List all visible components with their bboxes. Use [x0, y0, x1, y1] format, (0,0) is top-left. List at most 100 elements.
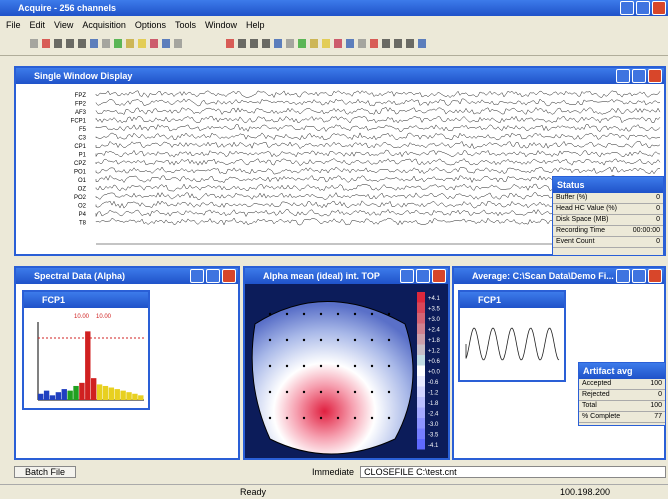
- menu-item[interactable]: View: [54, 20, 74, 30]
- row-label: Event Count: [556, 238, 595, 245]
- menu-item[interactable]: File: [6, 20, 21, 30]
- eeg-trace: [95, 149, 661, 158]
- peak-label: 10.00: [96, 314, 112, 320]
- eeg-window: Single Window Display FPZ FP2 AF3 FCP1 F5 C3 C…: [14, 66, 666, 256]
- menu-item[interactable]: Options: [134, 20, 166, 30]
- eeg-trace: [95, 98, 661, 107]
- tool-icon[interactable]: [42, 39, 50, 48]
- tool-icon[interactable]: [310, 39, 318, 48]
- spectral-title: Spectral Data (Alpha): [34, 271, 126, 281]
- scale-label: -0.6: [428, 380, 439, 386]
- tool-icon[interactable]: [54, 39, 62, 48]
- tool-icon[interactable]: [90, 39, 98, 48]
- eeg-trace: [95, 90, 661, 99]
- tool-icon[interactable]: [274, 39, 282, 48]
- eeg-trace: [95, 107, 661, 115]
- row-label: Buffer (%): [556, 194, 588, 201]
- row-label: Total: [582, 402, 597, 409]
- tool-icon[interactable]: [394, 39, 402, 48]
- channel-label: FP2: [75, 102, 87, 108]
- menu-item[interactable]: Tools: [174, 20, 196, 30]
- status-row: Event Count 0: [553, 237, 663, 248]
- tool-icon[interactable]: [322, 39, 330, 48]
- tool-icon[interactable]: [138, 39, 146, 48]
- tool-icon[interactable]: [370, 39, 378, 48]
- tool-icon[interactable]: [126, 39, 134, 48]
- close[interactable]: [652, 1, 666, 15]
- scale-swatch: [417, 334, 425, 345]
- scale-swatch: [417, 344, 425, 355]
- tool-icon[interactable]: [250, 39, 258, 48]
- tool-icon[interactable]: [298, 39, 306, 48]
- eeg-trace: [95, 140, 661, 149]
- scale-swatch: [417, 439, 425, 450]
- channel-label: P1: [79, 153, 87, 159]
- spectrum-bar: [108, 387, 115, 400]
- toolbar-icons: [30, 39, 426, 48]
- tool-icon[interactable]: [262, 39, 270, 48]
- row-label: Accepted: [582, 380, 612, 387]
- command-input[interactable]: CLOSEFILE C:\test.cnt: [360, 466, 666, 478]
- row-value: 0: [656, 205, 660, 212]
- menubar: File Edit View Acquisition Options Tools Windo…: [6, 18, 274, 32]
- scale-swatch: [417, 376, 425, 387]
- scale-label: -4.1: [428, 443, 439, 449]
- tool-icon[interactable]: [102, 39, 110, 48]
- menu-item[interactable]: Help: [245, 20, 265, 30]
- menu-item[interactable]: Window: [204, 20, 237, 30]
- tool-icon[interactable]: [286, 39, 294, 48]
- tool-icon[interactable]: [358, 39, 366, 48]
- tool-icon[interactable]: [174, 39, 182, 48]
- menu-item[interactable]: Edit: [29, 20, 46, 30]
- tool-icon[interactable]: [78, 39, 86, 48]
- tool-icon[interactable]: [114, 39, 122, 48]
- tool-icon[interactable]: [382, 39, 390, 48]
- tool-icon[interactable]: [150, 39, 158, 48]
- tool-icon[interactable]: [66, 39, 74, 48]
- electrode: [285, 312, 289, 316]
- spectrum-bar: [55, 392, 62, 400]
- spectrum-bar: [102, 385, 109, 400]
- batch-button[interactable]: Batch File: [14, 466, 77, 478]
- spectrum-bar: [138, 395, 144, 400]
- spectrum-bar: [126, 392, 132, 400]
- scale-swatch: [417, 397, 425, 408]
- electrode: [319, 312, 323, 316]
- electrode: [285, 416, 289, 420]
- row-label: Head HC Value (%): [556, 205, 617, 212]
- tool-icon[interactable]: [406, 39, 414, 48]
- electrode: [370, 312, 374, 316]
- channel-label: AF3: [75, 110, 87, 116]
- scale-label: +4.1: [428, 296, 441, 302]
- channel-label: CPZ: [74, 161, 86, 167]
- tool-icon[interactable]: [346, 39, 354, 48]
- electrode: [285, 390, 289, 394]
- topo-titlebar: Alpha mean (ideal) int. TOP: [245, 268, 448, 284]
- average-title: Average: C:\Scan Data\Demo Fi...: [472, 271, 614, 281]
- scale-swatch: [417, 313, 425, 324]
- electrode: [285, 364, 289, 368]
- status-row: Rejected 0: [579, 390, 665, 401]
- tool-icon[interactable]: [162, 39, 170, 48]
- eeg-trace: [95, 123, 661, 132]
- tool-icon[interactable]: [334, 39, 342, 48]
- spectrum-bar: [49, 395, 56, 400]
- tool-icon[interactable]: [30, 39, 38, 48]
- spectral-inner-title: FCP1: [42, 295, 66, 305]
- command-bar: Batch File Immediate CLOSEFILE C:\test.c…: [14, 464, 666, 480]
- spectral-inner: FCP1 10.00 10.00: [22, 290, 150, 410]
- electrode: [353, 338, 357, 342]
- menu-item[interactable]: Acquisition: [82, 20, 126, 30]
- spectral-titlebar: Spectral Data (Alpha): [16, 268, 238, 284]
- electrode: [387, 390, 391, 394]
- tool-icon[interactable]: [238, 39, 246, 48]
- head-outline: [251, 301, 414, 455]
- spectrum-bar: [43, 390, 50, 400]
- electrode: [285, 338, 289, 342]
- scale-label: +3.0: [428, 317, 441, 323]
- tool-icon[interactable]: [418, 39, 426, 48]
- tool-icon[interactable]: [226, 39, 234, 48]
- channel-label: CP1: [74, 144, 86, 150]
- electrode: [268, 364, 272, 368]
- spectrum-bar: [73, 385, 79, 400]
